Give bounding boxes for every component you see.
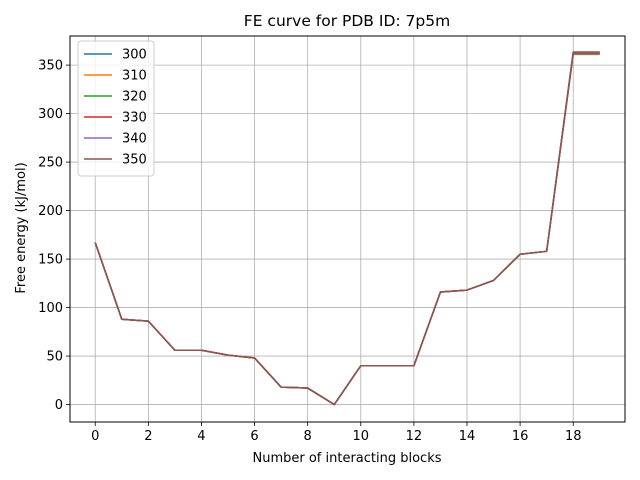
x-tick-label: 4 (197, 429, 205, 444)
legend-label-330: 330 (122, 111, 147, 126)
x-tick-label: 18 (565, 429, 582, 444)
grid-lines (70, 36, 625, 422)
y-tick-label: 200 (38, 204, 63, 219)
x-axis-label: Number of interacting blocks (252, 451, 441, 466)
x-tick-label: 16 (512, 429, 529, 444)
x-tick-label: 0 (91, 429, 99, 444)
y-tick-label: 250 (38, 156, 63, 171)
x-axis-ticks: 0 2 4 6 8 10 12 14 16 18 (91, 422, 581, 444)
series-line-350 (94, 51, 600, 406)
legend-label-340: 340 (122, 132, 147, 147)
y-tick-label: 300 (38, 107, 63, 122)
legend-label-320: 320 (122, 90, 147, 105)
legend-label-310: 310 (122, 69, 147, 84)
legend-label-300: 300 (122, 48, 147, 63)
y-tick-label: 50 (46, 350, 63, 365)
chart-title: FE curve for PDB ID: 7p5m (244, 12, 450, 30)
legend-label-350: 350 (122, 153, 147, 168)
y-tick-label: 100 (38, 301, 63, 316)
x-tick-label: 2 (144, 429, 152, 444)
y-tick-label: 150 (38, 253, 63, 268)
axes-frame (69, 35, 626, 423)
legend: 300 310 320 330 340 350 (77, 40, 155, 177)
x-tick-label: 8 (304, 429, 312, 444)
x-tick-label: 10 (353, 429, 370, 444)
series-lines (94, 51, 600, 406)
y-axis-ticks: 0 50 100 150 200 250 300 350 (38, 59, 70, 413)
x-tick-label: 6 (250, 429, 258, 444)
y-tick-label: 0 (55, 398, 63, 413)
plot-area: 0 2 4 6 8 10 12 14 16 18 0 50 100 150 200 250 300 350 (38, 35, 626, 444)
y-axis-label: Free energy (kJ/mol) (14, 162, 29, 293)
x-tick-label: 14 (459, 429, 476, 444)
x-tick-label: 12 (406, 429, 423, 444)
y-tick-label: 350 (38, 59, 63, 74)
axes-background (70, 36, 625, 422)
